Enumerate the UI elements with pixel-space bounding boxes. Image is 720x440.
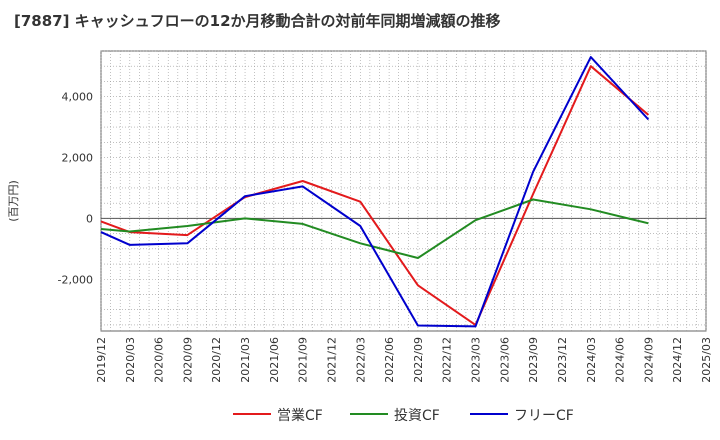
x-tick-label: 2021/06 xyxy=(268,337,281,383)
x-tick-label: 2023/06 xyxy=(498,337,511,383)
x-tick-label: 2022/12 xyxy=(441,337,454,383)
y-tick-label: 2,000 xyxy=(62,152,94,165)
x-tick-label: 2020/06 xyxy=(153,337,166,383)
x-tick-label: 2024/09 xyxy=(642,337,655,383)
x-tick-label: 2020/12 xyxy=(210,337,223,383)
y-tick-label: 0 xyxy=(86,212,93,225)
x-tick-label: 2024/03 xyxy=(585,337,598,383)
legend-label: フリーCF xyxy=(514,408,574,424)
x-tick-label: 2023/12 xyxy=(556,337,569,383)
plot-frame xyxy=(100,50,707,332)
x-tick-label: 2024/06 xyxy=(614,337,627,383)
y-axis-label: (百万円) xyxy=(7,180,20,222)
x-tick-label: 2020/03 xyxy=(124,337,137,383)
series-layer xyxy=(100,56,650,328)
x-tick-label: 2022/03 xyxy=(354,337,367,383)
x-tick-label: 2023/09 xyxy=(527,337,540,383)
series-line xyxy=(100,198,649,259)
legend-label: 投資CF xyxy=(394,408,440,424)
chart-title: [7887] キャッシュフローの12か月移動合計の対前年同期増減額の推移 xyxy=(14,12,501,30)
x-tick-label: 2021/09 xyxy=(297,337,310,383)
y-tick-label: 4,000 xyxy=(62,91,94,104)
series-line xyxy=(100,56,650,328)
axis-layer: -2,000 0 2,000 4,000 2019/12 2020/03 2020/06 20… xyxy=(58,91,713,383)
x-tick-label: 2024/12 xyxy=(671,337,684,383)
x-tick-label: 2022/06 xyxy=(383,337,396,383)
grid-layer xyxy=(100,50,707,332)
x-tick-label: 2022/09 xyxy=(412,337,425,383)
x-tick-label: 2021/12 xyxy=(325,337,338,383)
x-tick-label: 2023/03 xyxy=(470,337,483,383)
x-tick-label: 2019/12 xyxy=(95,337,108,383)
y-tick-label: -2,000 xyxy=(58,273,93,286)
legend-label: 営業CF xyxy=(277,408,323,424)
x-tick-label: 2020/09 xyxy=(181,337,194,383)
x-tick-label: 2021/03 xyxy=(239,337,252,383)
legend: 営業CF 投資CF フリーCF xyxy=(233,408,574,424)
x-tick-label: 2025/03 xyxy=(700,337,713,383)
series-line xyxy=(100,65,650,326)
